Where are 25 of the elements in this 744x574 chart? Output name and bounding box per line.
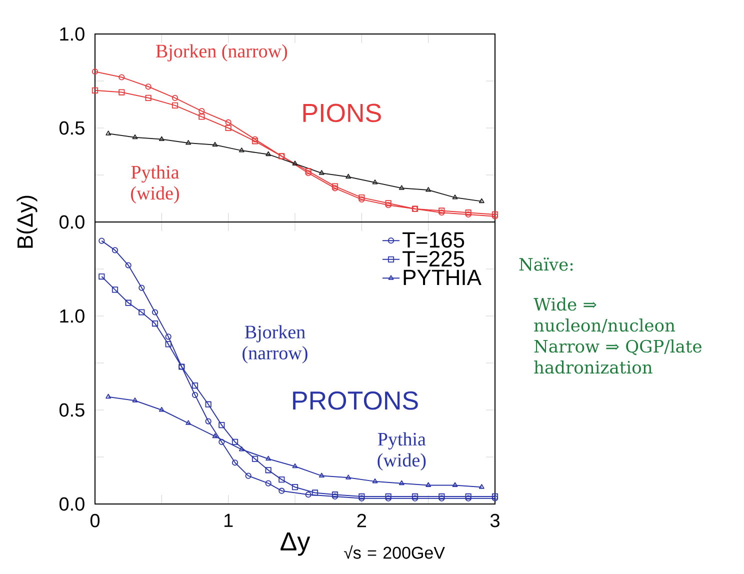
annotation: PIONS bbox=[303, 104, 381, 122]
annotation: Bjorken (narrow) bbox=[242, 325, 308, 364]
annotation: PROTONS bbox=[293, 391, 418, 410]
x-axis-title: Δy bbox=[280, 532, 310, 556]
text: Narrow ⇒ QGP/late hadronization bbox=[534, 340, 702, 374]
text: Wide ⇒ nucleon/nucleon bbox=[534, 298, 675, 334]
annotation: Pythia (wide) bbox=[131, 165, 180, 204]
x-tick-label: 2 bbox=[357, 514, 366, 528]
legend-label: T=225 bbox=[402, 250, 464, 267]
text: Naïve: bbox=[519, 258, 573, 271]
legend-label: PYTHIA bbox=[404, 270, 482, 285]
y-tick-label: 0.5 bbox=[59, 403, 84, 417]
x-tick-label: 3 bbox=[490, 514, 500, 528]
text: √s = 200GeV bbox=[344, 545, 445, 559]
y-tick-label: 0.5 bbox=[59, 121, 84, 135]
y-tick-label: 1.0 bbox=[60, 309, 84, 323]
annotation: Pythia (wide) bbox=[378, 432, 426, 470]
x-tick-label: 0 bbox=[90, 514, 100, 528]
y-axis-title: B(Δy) bbox=[16, 196, 38, 248]
y-tick-label: 0.0 bbox=[59, 497, 84, 511]
y-tick-label: 0.0 bbox=[59, 215, 84, 229]
y-tick-label: 1.0 bbox=[60, 27, 84, 41]
legend-label: T=165 bbox=[402, 232, 464, 248]
x-tick-label: 1 bbox=[224, 514, 233, 527]
annotation: Bjorken (narrow) bbox=[156, 44, 288, 62]
